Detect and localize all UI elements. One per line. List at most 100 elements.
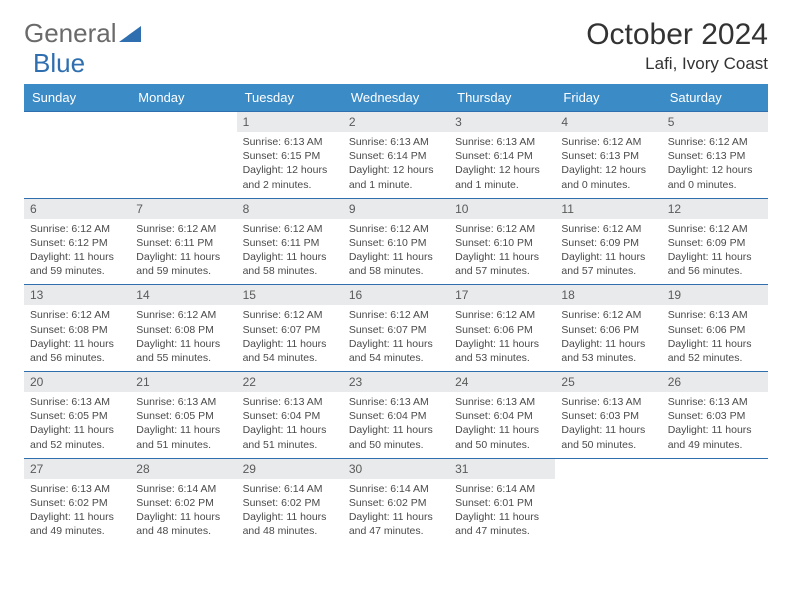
calendar-cell [662,458,768,545]
day-number-bar: 10 [449,198,555,219]
day-content: Sunrise: 6:13 AMSunset: 6:05 PMDaylight:… [24,392,130,458]
calendar-cell: 7Sunrise: 6:12 AMSunset: 6:11 PMDaylight… [130,198,236,285]
sunset-line: Sunset: 6:09 PM [561,236,655,250]
sunset-line: Sunset: 6:11 PM [243,236,337,250]
calendar-cell: 29Sunrise: 6:14 AMSunset: 6:02 PMDayligh… [237,458,343,545]
sunset-line: Sunset: 6:01 PM [455,496,549,510]
calendar-body: 1Sunrise: 6:13 AMSunset: 6:15 PMDaylight… [24,111,768,544]
calendar-week-row: 1Sunrise: 6:13 AMSunset: 6:15 PMDaylight… [24,111,768,198]
day-content: Sunrise: 6:13 AMSunset: 6:14 PMDaylight:… [449,132,555,198]
sunrise-line: Sunrise: 6:14 AM [243,482,337,496]
calendar-cell: 3Sunrise: 6:13 AMSunset: 6:14 PMDaylight… [449,111,555,198]
day-number-bar: 27 [24,458,130,479]
sunrise-line: Sunrise: 6:13 AM [30,482,124,496]
day-number-bar: 18 [555,284,661,305]
calendar-cell: 8Sunrise: 6:12 AMSunset: 6:11 PMDaylight… [237,198,343,285]
day-number-bar [555,458,661,479]
calendar-cell [130,111,236,198]
daylight-line: Daylight: 11 hours and 51 minutes. [136,423,230,451]
daylight-line: Daylight: 11 hours and 52 minutes. [30,423,124,451]
calendar-cell: 1Sunrise: 6:13 AMSunset: 6:15 PMDaylight… [237,111,343,198]
day-number-bar: 17 [449,284,555,305]
day-number-bar: 20 [24,371,130,392]
daylight-line: Daylight: 11 hours and 50 minutes. [349,423,443,451]
sunrise-line: Sunrise: 6:12 AM [136,222,230,236]
day-number-bar: 21 [130,371,236,392]
calendar-cell: 13Sunrise: 6:12 AMSunset: 6:08 PMDayligh… [24,284,130,371]
sunset-line: Sunset: 6:04 PM [243,409,337,423]
day-content: Sunrise: 6:13 AMSunset: 6:04 PMDaylight:… [237,392,343,458]
day-content: Sunrise: 6:13 AMSunset: 6:04 PMDaylight:… [449,392,555,458]
day-content: Sunrise: 6:12 AMSunset: 6:06 PMDaylight:… [555,305,661,371]
calendar-cell: 22Sunrise: 6:13 AMSunset: 6:04 PMDayligh… [237,371,343,458]
day-number-bar [130,111,236,132]
sunrise-line: Sunrise: 6:12 AM [349,308,443,322]
calendar-cell [555,458,661,545]
sunset-line: Sunset: 6:02 PM [349,496,443,510]
sunrise-line: Sunrise: 6:12 AM [455,222,549,236]
sunrise-line: Sunrise: 6:12 AM [243,308,337,322]
sunrise-line: Sunrise: 6:14 AM [455,482,549,496]
logo-word2: Blue [33,48,85,79]
sunrise-line: Sunrise: 6:13 AM [455,395,549,409]
day-content: Sunrise: 6:12 AMSunset: 6:12 PMDaylight:… [24,219,130,285]
sunrise-line: Sunrise: 6:13 AM [243,395,337,409]
day-content: Sunrise: 6:12 AMSunset: 6:10 PMDaylight:… [449,219,555,285]
sunrise-line: Sunrise: 6:13 AM [455,135,549,149]
day-content: Sunrise: 6:12 AMSunset: 6:08 PMDaylight:… [24,305,130,371]
daylight-line: Daylight: 11 hours and 48 minutes. [243,510,337,538]
day-content: Sunrise: 6:14 AMSunset: 6:02 PMDaylight:… [343,479,449,545]
daylight-line: Daylight: 11 hours and 54 minutes. [243,337,337,365]
day-number-bar: 2 [343,111,449,132]
calendar-cell: 27Sunrise: 6:13 AMSunset: 6:02 PMDayligh… [24,458,130,545]
calendar-cell: 21Sunrise: 6:13 AMSunset: 6:05 PMDayligh… [130,371,236,458]
day-header: Friday [555,84,661,111]
day-number-bar: 24 [449,371,555,392]
sunset-line: Sunset: 6:11 PM [136,236,230,250]
calendar-cell: 14Sunrise: 6:12 AMSunset: 6:08 PMDayligh… [130,284,236,371]
calendar-cell: 31Sunrise: 6:14 AMSunset: 6:01 PMDayligh… [449,458,555,545]
sunrise-line: Sunrise: 6:13 AM [136,395,230,409]
calendar-cell [24,111,130,198]
day-content: Sunrise: 6:12 AMSunset: 6:10 PMDaylight:… [343,219,449,285]
logo: General [24,18,141,49]
sunrise-line: Sunrise: 6:12 AM [30,308,124,322]
page-title: October 2024 [586,18,768,52]
calendar-cell: 15Sunrise: 6:12 AMSunset: 6:07 PMDayligh… [237,284,343,371]
day-header: Wednesday [343,84,449,111]
sunset-line: Sunset: 6:15 PM [243,149,337,163]
sunset-line: Sunset: 6:14 PM [349,149,443,163]
daylight-line: Daylight: 12 hours and 1 minute. [349,163,443,191]
daylight-line: Daylight: 12 hours and 0 minutes. [668,163,762,191]
day-content: Sunrise: 6:14 AMSunset: 6:02 PMDaylight:… [237,479,343,545]
sunset-line: Sunset: 6:02 PM [30,496,124,510]
calendar-cell: 18Sunrise: 6:12 AMSunset: 6:06 PMDayligh… [555,284,661,371]
day-content: Sunrise: 6:13 AMSunset: 6:05 PMDaylight:… [130,392,236,458]
daylight-line: Daylight: 11 hours and 56 minutes. [668,250,762,278]
sunset-line: Sunset: 6:13 PM [668,149,762,163]
daylight-line: Daylight: 11 hours and 47 minutes. [349,510,443,538]
sunrise-line: Sunrise: 6:13 AM [668,308,762,322]
sunset-line: Sunset: 6:09 PM [668,236,762,250]
day-header: Thursday [449,84,555,111]
day-number-bar: 14 [130,284,236,305]
day-number-bar: 5 [662,111,768,132]
calendar-cell: 17Sunrise: 6:12 AMSunset: 6:06 PMDayligh… [449,284,555,371]
day-content: Sunrise: 6:13 AMSunset: 6:14 PMDaylight:… [343,132,449,198]
daylight-line: Daylight: 11 hours and 57 minutes. [455,250,549,278]
daylight-line: Daylight: 11 hours and 51 minutes. [243,423,337,451]
sunset-line: Sunset: 6:02 PM [136,496,230,510]
calendar-cell: 5Sunrise: 6:12 AMSunset: 6:13 PMDaylight… [662,111,768,198]
day-content: Sunrise: 6:13 AMSunset: 6:03 PMDaylight:… [555,392,661,458]
sunrise-line: Sunrise: 6:13 AM [30,395,124,409]
calendar-cell: 26Sunrise: 6:13 AMSunset: 6:03 PMDayligh… [662,371,768,458]
calendar-cell: 30Sunrise: 6:14 AMSunset: 6:02 PMDayligh… [343,458,449,545]
calendar-cell: 16Sunrise: 6:12 AMSunset: 6:07 PMDayligh… [343,284,449,371]
sunset-line: Sunset: 6:13 PM [561,149,655,163]
day-number-bar [662,458,768,479]
sunrise-line: Sunrise: 6:12 AM [561,222,655,236]
day-content: Sunrise: 6:14 AMSunset: 6:02 PMDaylight:… [130,479,236,545]
day-number-bar: 11 [555,198,661,219]
daylight-line: Daylight: 11 hours and 59 minutes. [136,250,230,278]
calendar-cell: 10Sunrise: 6:12 AMSunset: 6:10 PMDayligh… [449,198,555,285]
